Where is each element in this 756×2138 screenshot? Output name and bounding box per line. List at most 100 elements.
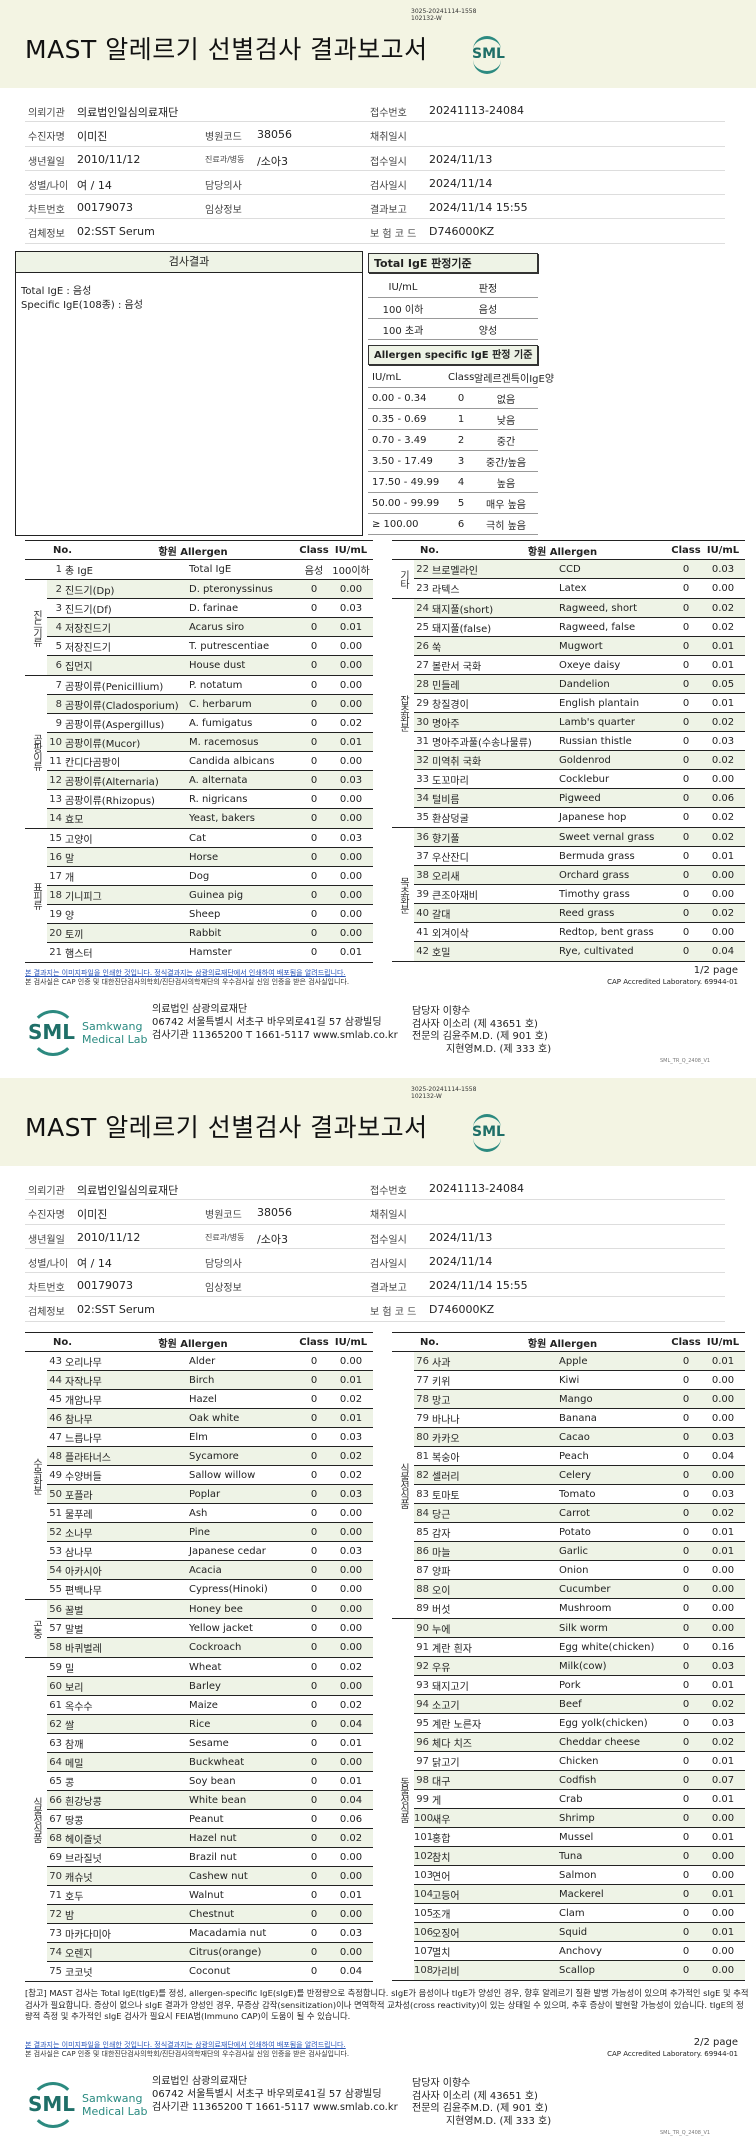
allergen-korean: 키위	[432, 1376, 451, 1388]
allergen-row: 68 헤이즐넛 Hazel nut 0 0.02	[47, 1829, 373, 1848]
allergen-english: C. herbarum	[189, 698, 252, 710]
allergen-row: 46 참나무 Oak white 0 0.01	[47, 1409, 373, 1428]
allergen-korean: 명아주	[432, 718, 460, 730]
table-header: No. 항원 Allergen Class IU/mL	[25, 540, 373, 560]
allergen-english: Brazil nut	[189, 1851, 237, 1863]
address-line: 의료법인 삼광의료재단	[152, 2076, 248, 2087]
allergen-row: 39 큰조아재비 Timothy grass 0 0.00	[414, 885, 745, 904]
allergen-group: 식물성식품 76 사과 Apple 0 0.01 77 키위 Kiwi 0 0.00 78 망고 Mang…	[392, 1352, 745, 1619]
iu-value: 0.00	[339, 679, 363, 691]
allergen-korean: 누에	[432, 1624, 451, 1636]
samkwang-logo-mark: SML	[28, 2092, 76, 2116]
birth-label: 생년월일	[28, 1234, 65, 1246]
iu-value: 0.04	[339, 1718, 363, 1730]
iu-value: 0.02	[339, 1699, 363, 1711]
row-number: 36	[416, 831, 429, 843]
allergen-korean: 고양이	[65, 834, 93, 846]
allergen-korean: 환삼덩굴	[432, 814, 469, 825]
allergen-korean: 쌀	[65, 1720, 75, 1732]
row-number: 42	[416, 946, 429, 957]
row-number: 7	[55, 679, 62, 691]
allergen-korean: 호밀	[432, 948, 451, 959]
iu-value: 0.01	[711, 1888, 735, 1900]
birth-label: 생년월일	[28, 156, 65, 168]
row-number: 66	[49, 1794, 62, 1806]
iu-value: 0.03	[711, 1488, 735, 1500]
row-number: 32	[416, 754, 429, 766]
allergen-english: Wheat	[189, 1661, 222, 1673]
class-value: 0	[310, 1564, 318, 1576]
allergen-row: 24 돼지풀(short) Ragweed, short 0 0.02	[414, 599, 745, 618]
allergen-english: Orchard grass	[559, 869, 630, 881]
info-row: 생년월일 2010/11/12 진료과/병동/소아3 접수일시 2024/11/13	[25, 147, 725, 171]
lab-address: 의료법인 삼광의료재단 06742 서울특별시 서초구 바우뫼로41길 57 삼광…	[152, 1003, 398, 1042]
allergen-row: 14 효모 Yeast, bakers 0 0.00	[47, 809, 373, 828]
class-value: 0	[682, 926, 690, 938]
allergen-english: Lamb's quarter	[559, 716, 636, 728]
iu-value: 0.00	[339, 1564, 363, 1576]
allergen-korean: 캐슈넛	[65, 1872, 93, 1884]
criteria-row: 0.70 - 3.49 2 중간	[368, 430, 538, 451]
allergen-english: P. notatum	[189, 679, 243, 691]
row-number: 28	[416, 678, 429, 690]
doctor-label: 담당의사	[205, 180, 242, 192]
class-value: 0	[682, 1965, 690, 1976]
row-number: 5	[55, 640, 62, 652]
info-row: 의뢰기관 의료법인일심의료재단 접수번호 20241113-24084	[25, 1176, 725, 1201]
allergen-english: Horse	[189, 851, 219, 863]
sml-logo: SML	[470, 36, 505, 74]
allergen-korean: 돼지고기	[432, 1681, 469, 1693]
sml-logo-text: SML	[472, 46, 505, 62]
row-number: 85	[416, 1526, 429, 1538]
row-number: 70	[49, 1870, 62, 1882]
row-number: 25	[416, 621, 429, 633]
row-number: 94	[416, 1698, 429, 1710]
lab-name-line: Medical Lab	[82, 1033, 148, 1046]
iu-value: 0.00	[711, 1564, 735, 1576]
allergen-english: Rice	[189, 1718, 211, 1730]
iu-value: 0.00	[339, 640, 363, 652]
allergen-group: 기타 22 브로멜라인 CCD 0 0.03 23 라텍스 Latex 0 0.00	[392, 560, 745, 599]
allergen-english: Soy bean	[189, 1775, 236, 1787]
patient-label: 수진자명	[28, 132, 65, 144]
class-value: 0	[682, 1679, 690, 1691]
allergen-row: 55 편백나무 Cypress(Hinoki) 0 0.00	[47, 1580, 373, 1599]
allergen-english: Hazel nut	[189, 1832, 237, 1844]
patient-label: 수진자명	[28, 1210, 65, 1222]
class-value: 0	[310, 832, 318, 844]
iu-value: 0.01	[711, 697, 735, 709]
page-number: 2/2 page	[693, 2037, 738, 2048]
allergen-korean: 돼지풀(false)	[432, 623, 492, 635]
allergen-row: 36 향기풀 Sweet vernal grass 0 0.02	[414, 828, 745, 847]
allergen-korean: 참치	[432, 1852, 451, 1864]
allergen-english: Tomato	[559, 1488, 596, 1500]
row-number: 108	[414, 1965, 434, 1976]
total-criteria-row: 100 이하 음성	[368, 298, 538, 319]
header-allergen: 항원 Allergen	[158, 1338, 228, 1350]
header-no: No.	[420, 544, 440, 556]
header-allergen: 항원 Allergen	[158, 546, 228, 558]
allergen-english: Rye, cultivated	[559, 946, 634, 957]
criteria-cell: Class	[448, 371, 475, 383]
allergen-korean: 창질경이	[432, 699, 469, 711]
row-number: 39	[416, 888, 429, 900]
iu-value: 0.16	[711, 1641, 735, 1653]
allergen-english: Sallow willow	[189, 1469, 256, 1481]
allergen-english: Cypress(Hinoki)	[189, 1584, 268, 1595]
iu-value: 0.00	[711, 926, 735, 938]
allergen-korean: 오이	[432, 1585, 451, 1597]
row-number: 16	[49, 851, 62, 863]
disclaimer-link[interactable]: 본 결과지는 이미지파일을 인쇄한 것입니다. 정식결과지는 삼광의료재단에서 …	[25, 969, 346, 977]
class-value: 0	[682, 1774, 690, 1786]
reference-note: [참고] MAST 검사는 Total IgE(tIgE)를 정성, aller…	[25, 1988, 749, 2021]
iu-value: 0.01	[339, 1412, 363, 1424]
class-value: 0	[310, 793, 318, 805]
total-ige-result: Total IgE : 음성	[21, 286, 92, 297]
disclaimer-link[interactable]: 본 결과지는 이미지파일을 인쇄한 것입니다. 정식결과지는 삼광의료재단에서 …	[25, 2041, 346, 2049]
allergen-english: Anchovy	[559, 1945, 602, 1957]
allergen-row: 100 새우 Shrimp 0 0.00	[414, 1809, 745, 1828]
allergen-english: Carrot	[559, 1507, 590, 1519]
header-iu: IU/mL	[706, 1336, 740, 1348]
allergen-korean: 고등어	[432, 1890, 460, 1902]
receipt-no-label: 접수번호	[370, 1186, 407, 1197]
